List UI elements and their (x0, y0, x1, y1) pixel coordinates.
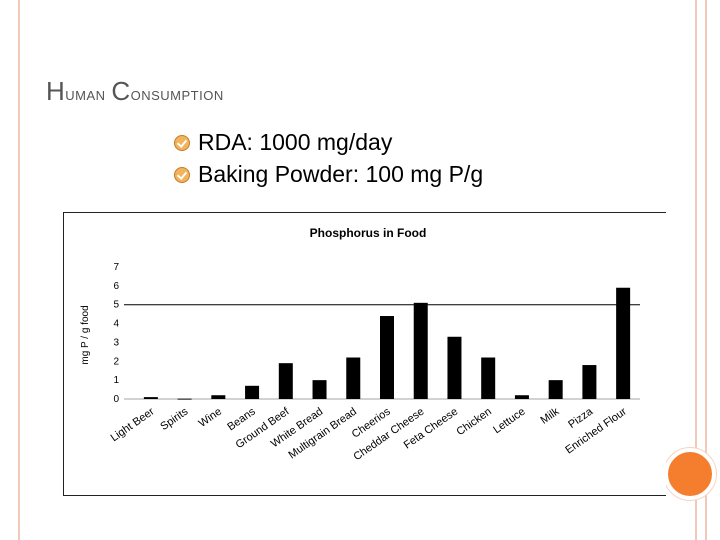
bar (346, 357, 361, 399)
accent-circle (664, 448, 716, 500)
category-label: Enriched Flour (563, 405, 629, 456)
category-label: Light Beer (109, 405, 157, 444)
bar (211, 395, 226, 399)
y-tick-label: 7 (113, 262, 119, 273)
checkmark-bullet-icon (174, 135, 190, 151)
bar (548, 380, 563, 399)
slide-title: Human Consumption (46, 76, 224, 106)
y-tick-label: 4 (113, 319, 119, 330)
y-tick-label: 3 (113, 337, 119, 348)
bullet-text: RDA: 1000 mg/day (198, 129, 393, 155)
phosphorus-bar-chart: Phosphorus in Food mg P / g food 0 1 2 3 4 5 6… (80, 226, 640, 463)
bullet-list: RDA: 1000 mg/day Baking Powder: 100 mg P… (172, 126, 483, 190)
category-label: Spirits (158, 405, 190, 433)
bar (312, 380, 327, 399)
bar (413, 302, 428, 399)
category-label: Chicken (454, 406, 493, 439)
category-label: Milk (538, 405, 561, 426)
right-decorative-line-2 (705, 0, 707, 540)
category-label: Wine (197, 406, 224, 430)
bullet-item: Baking Powder: 100 mg P/g (172, 158, 483, 190)
chart-title: Phosphorus in Food (310, 226, 427, 240)
checkmark-bullet-icon (174, 167, 190, 183)
bar (582, 365, 597, 399)
bar (514, 395, 529, 399)
chart-frame: Phosphorus in Food mg P / g food 0 1 2 3 4 5 6… (63, 212, 666, 496)
y-tick-label: 0 (113, 394, 119, 405)
bar (481, 357, 496, 399)
bar (143, 397, 158, 399)
y-tick-label: 5 (113, 300, 119, 311)
y-tick-label: 6 (113, 281, 119, 292)
right-decorative-line (695, 0, 697, 540)
y-axis-label: mg P / g food (80, 305, 91, 364)
y-tick-label: 1 (113, 375, 119, 386)
bar (278, 363, 293, 399)
left-decorative-line (18, 0, 20, 540)
bar (380, 316, 394, 399)
category-label: Lettuce (491, 406, 527, 437)
bullet-text: Baking Powder: 100 mg P/g (198, 161, 484, 187)
y-tick-label: 2 (113, 356, 119, 367)
bar (245, 385, 260, 399)
bullet-item: RDA: 1000 mg/day (172, 126, 483, 158)
bar (447, 336, 462, 399)
bar (616, 287, 631, 399)
bar (177, 398, 192, 400)
